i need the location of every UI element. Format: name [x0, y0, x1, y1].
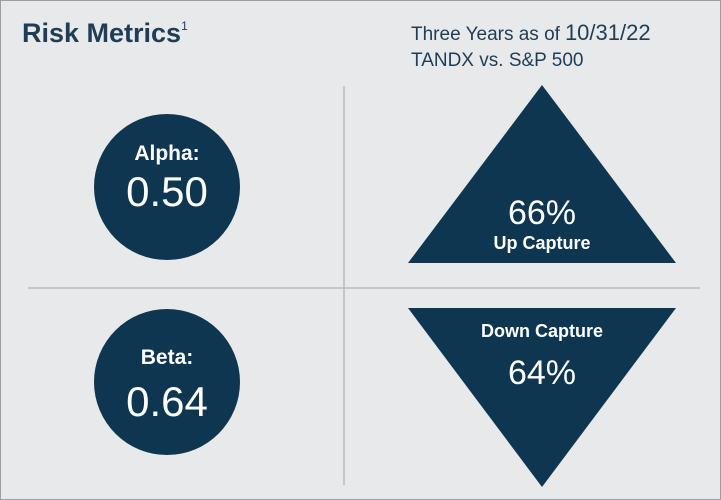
up-capture-label: Up Capture [493, 233, 590, 253]
up-capture-value: 66% [508, 194, 576, 232]
footnote-marker: 1 [181, 19, 188, 33]
beta-circle [94, 309, 240, 455]
title: Risk Metrics1 [22, 18, 188, 48]
alpha-label: Alpha: [134, 142, 199, 165]
period: Three Years as of 10/31/22 [411, 20, 651, 45]
period-date: 10/31/22 [565, 20, 651, 45]
down-capture-triangle [408, 308, 676, 487]
down-capture-value: 64% [508, 354, 576, 392]
down-capture-label: Down Capture [481, 321, 603, 341]
comparison: TANDX vs. S&P 500 [411, 50, 583, 71]
up-capture-triangle [408, 85, 676, 263]
beta-value: 0.64 [126, 378, 208, 425]
title-text: Risk Metrics [22, 18, 181, 48]
alpha-circle [94, 114, 240, 260]
beta-label: Beta: [141, 346, 194, 369]
alpha-value: 0.50 [126, 168, 208, 215]
period-prefix: Three Years as of [411, 24, 561, 45]
